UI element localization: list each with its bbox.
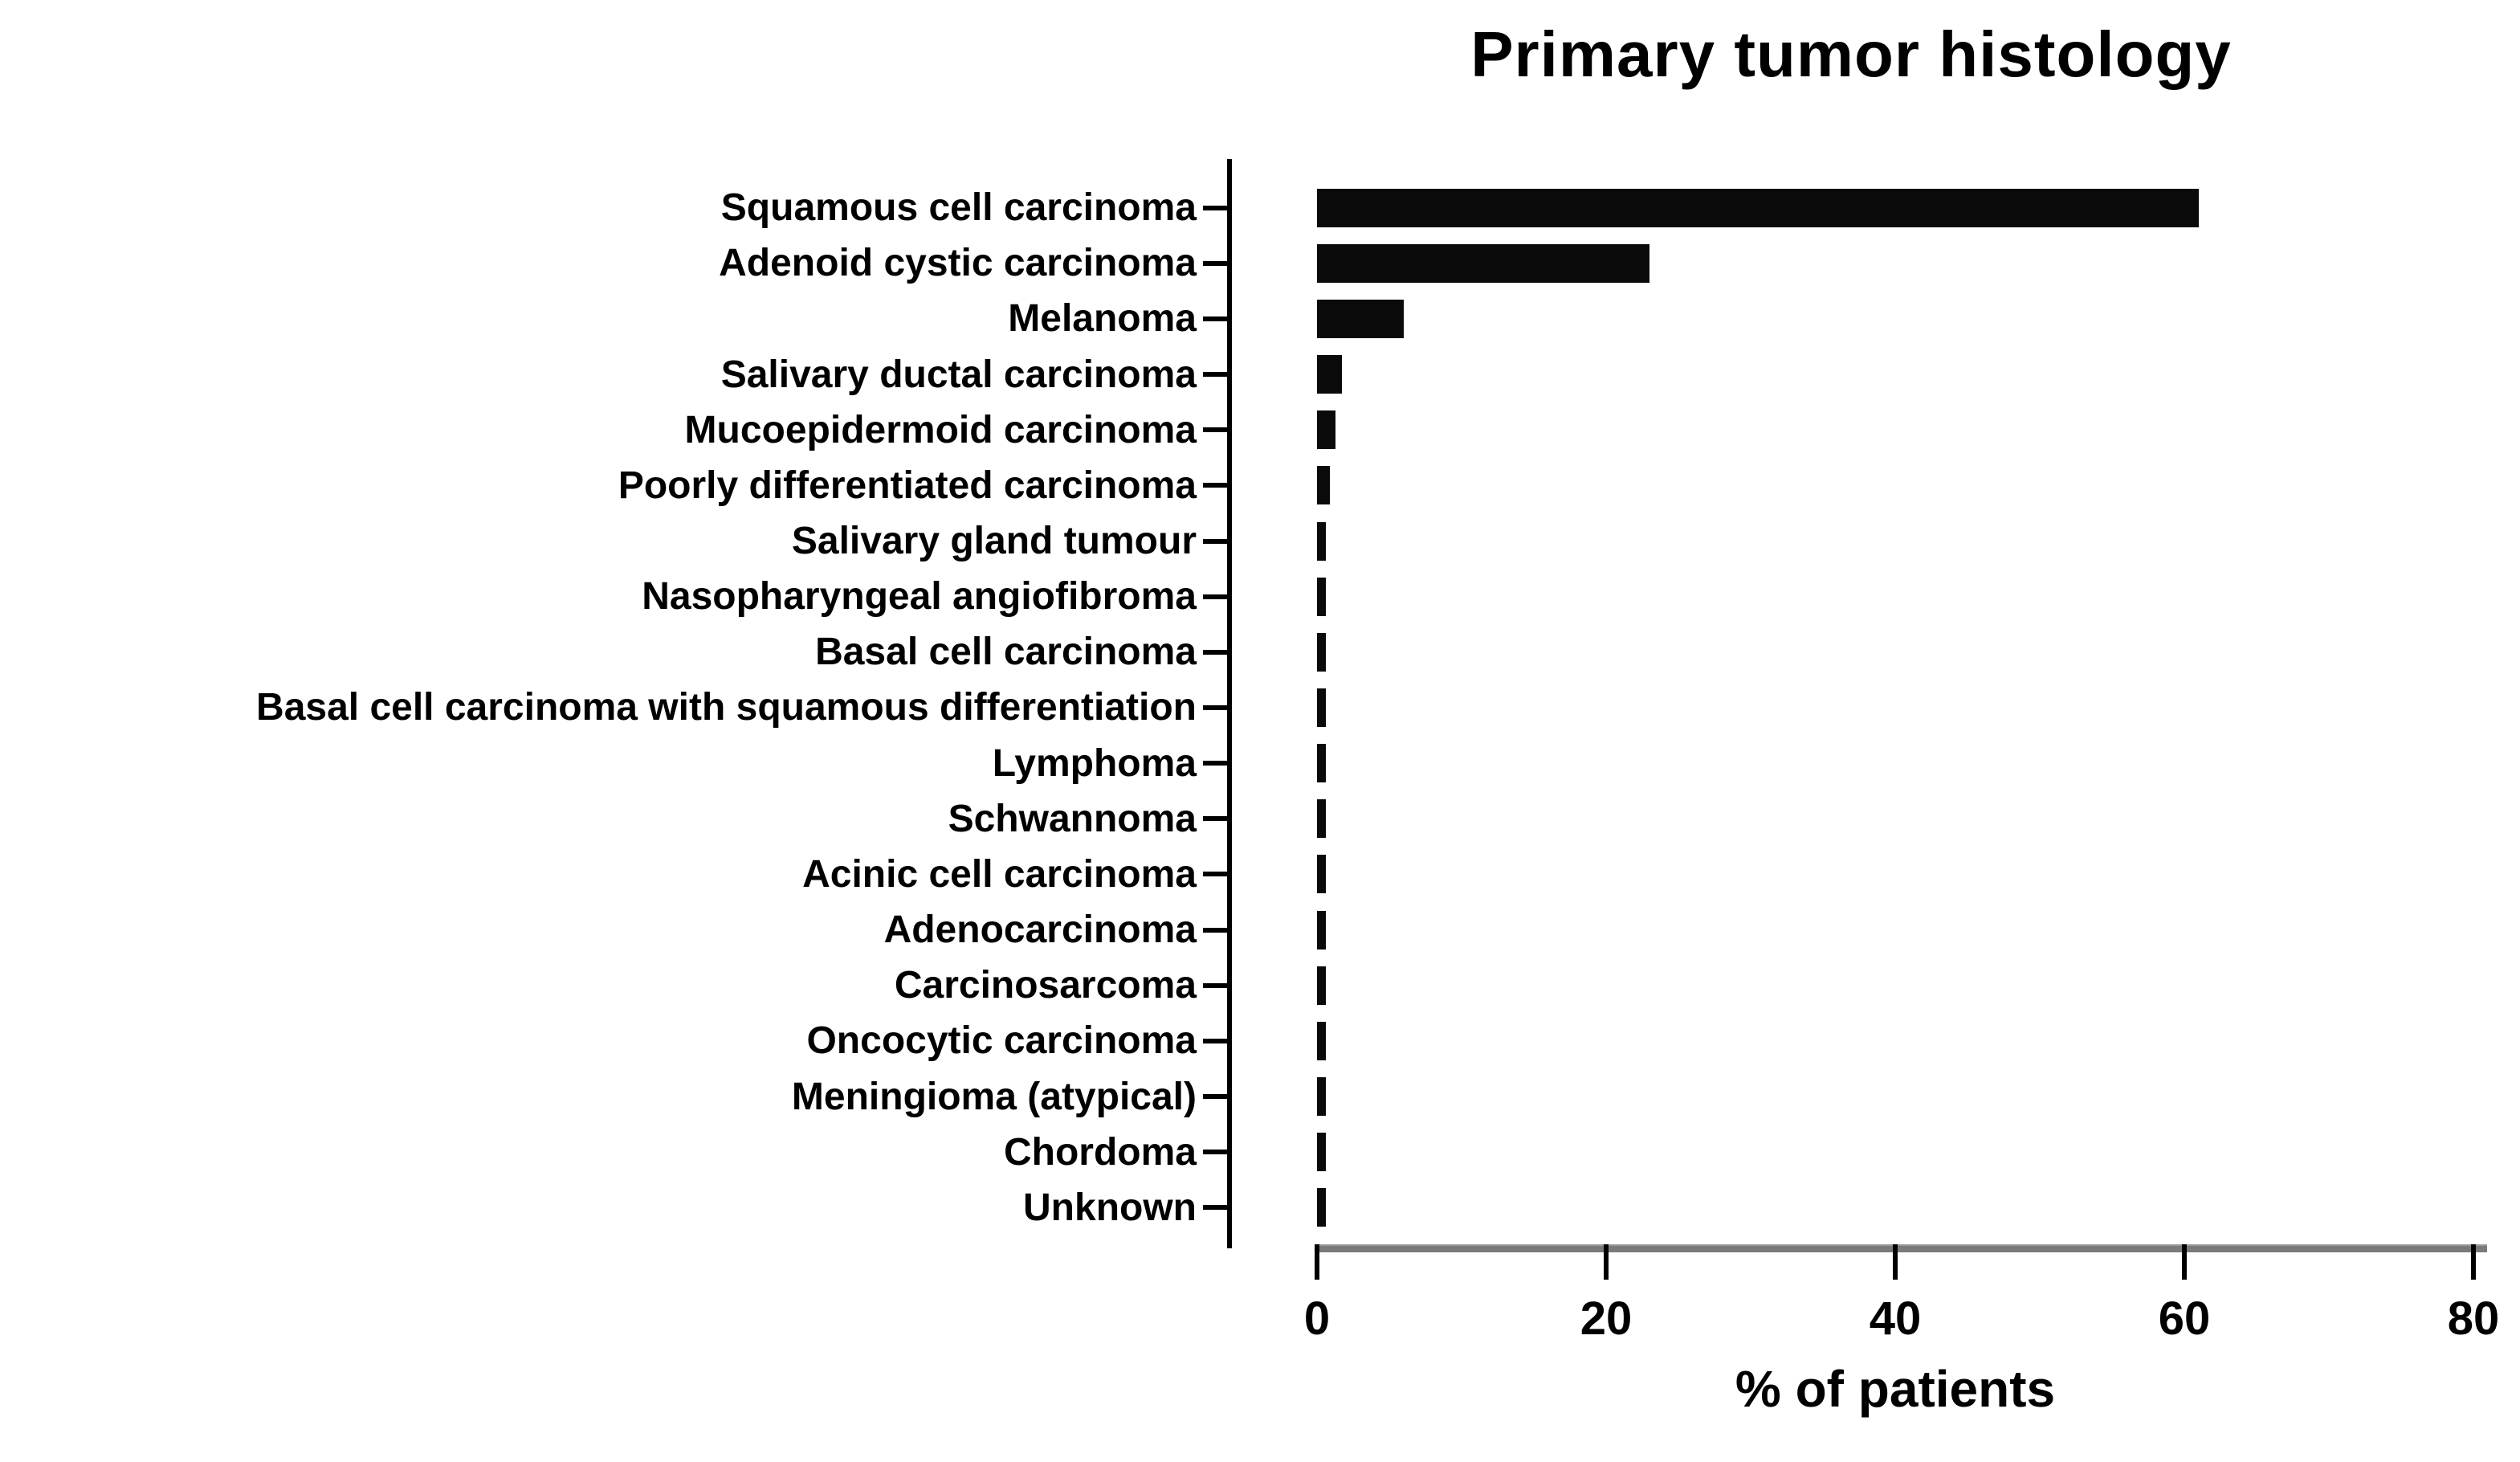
category-tick xyxy=(1203,594,1228,599)
category-label: Chordoma xyxy=(1004,1130,1197,1174)
category-label: Salivary ductal carcinoma xyxy=(720,353,1197,396)
x-tick-label: 0 xyxy=(1303,1293,1331,1345)
category-label: Squamous cell carcinoma xyxy=(720,186,1197,230)
category-row: Acinic cell carcinoma xyxy=(0,847,2520,902)
bar xyxy=(1317,410,1336,450)
bar xyxy=(1317,577,1326,616)
bar xyxy=(1317,744,1326,783)
category-label: Mucoepidermoid carcinoma xyxy=(684,408,1197,451)
category-tick xyxy=(1203,1094,1228,1100)
category-row: Squamous cell carcinoma xyxy=(0,180,2520,235)
category-tick xyxy=(1203,761,1228,766)
category-label: Poorly differentiated carcinoma xyxy=(618,464,1197,507)
category-row: Mucoepidermoid carcinoma xyxy=(0,402,2520,458)
category-tick xyxy=(1203,649,1228,655)
bar xyxy=(1317,1133,1326,1172)
bar xyxy=(1317,1077,1326,1117)
category-tick xyxy=(1203,704,1228,710)
category-label: Schwannoma xyxy=(948,797,1197,840)
category-label: Lymphoma xyxy=(992,741,1197,785)
bar xyxy=(1317,1188,1326,1227)
x-tick xyxy=(1315,1244,1319,1280)
category-tick xyxy=(1203,483,1228,488)
bar xyxy=(1317,688,1326,727)
x-tick-label: 20 xyxy=(1580,1293,1633,1345)
x-tick xyxy=(1604,1244,1609,1280)
category-label: Basal cell carcinoma xyxy=(815,631,1197,674)
category-label: Adenoid cystic carcinoma xyxy=(719,242,1197,285)
chart-title: Primary tumor histology xyxy=(1470,18,2232,90)
category-row: Nasopharyngeal angiofibroma xyxy=(0,569,2520,624)
bar xyxy=(1317,966,1326,1005)
category-tick xyxy=(1203,816,1228,822)
category-row: Salivary gland tumour xyxy=(0,513,2520,569)
x-tick xyxy=(2471,1244,2476,1280)
category-row: Carcinosarcoma xyxy=(0,958,2520,1013)
category-label: Basal cell carcinoma with squamous diffe… xyxy=(256,686,1197,729)
category-label: Salivary gland tumour xyxy=(791,520,1197,563)
bar xyxy=(1317,799,1326,839)
x-tick xyxy=(2182,1244,2187,1280)
bar xyxy=(1317,1021,1326,1060)
category-row: Oncocytic carcinoma xyxy=(0,1013,2520,1068)
category-row: Chordoma xyxy=(0,1125,2520,1180)
category-tick xyxy=(1203,260,1228,266)
category-tick xyxy=(1203,982,1228,988)
category-row: Poorly differentiated carcinoma xyxy=(0,458,2520,513)
x-tick-label: 40 xyxy=(1869,1293,1922,1345)
category-label: Unknown xyxy=(1023,1186,1197,1229)
x-axis-line xyxy=(1316,1244,2487,1252)
bar xyxy=(1317,188,2199,227)
x-tick-label: 60 xyxy=(2158,1293,2211,1345)
category-label: Nasopharyngeal angiofibroma xyxy=(642,575,1197,619)
category-row: Unknown xyxy=(0,1180,2520,1235)
category-tick xyxy=(1203,538,1228,544)
category-tick xyxy=(1203,1205,1228,1211)
bar xyxy=(1317,910,1326,949)
x-tick-label: 80 xyxy=(2447,1293,2500,1345)
category-row: Lymphoma xyxy=(0,736,2520,791)
category-label: Melanoma xyxy=(1008,297,1197,341)
category-row: Schwannoma xyxy=(0,791,2520,847)
category-row: Salivary ductal carcinoma xyxy=(0,346,2520,402)
category-row: Adenoid cystic carcinoma xyxy=(0,235,2520,291)
category-label: Adenocarcinoma xyxy=(883,909,1197,952)
category-row: Melanoma xyxy=(0,291,2520,346)
category-tick xyxy=(1203,1038,1228,1043)
category-row: Adenocarcinoma xyxy=(0,902,2520,958)
category-label: Oncocytic carcinoma xyxy=(806,1019,1197,1063)
bar xyxy=(1317,466,1331,505)
y-axis-line xyxy=(1227,159,1232,1248)
bar xyxy=(1317,855,1326,894)
category-tick xyxy=(1203,927,1228,933)
category-label: Acinic cell carcinoma xyxy=(802,852,1197,896)
category-tick xyxy=(1203,316,1228,321)
category-label: Meningioma (atypical) xyxy=(791,1075,1197,1118)
bar xyxy=(1317,355,1342,394)
x-tick xyxy=(1893,1244,1898,1280)
x-axis-title: % of patients xyxy=(1735,1360,2056,1418)
bar xyxy=(1317,521,1326,561)
bar xyxy=(1317,243,1649,283)
category-tick xyxy=(1203,1150,1228,1155)
category-tick xyxy=(1203,205,1228,210)
bar xyxy=(1317,299,1404,338)
category-row: Meningioma (atypical) xyxy=(0,1069,2520,1125)
category-label: Carcinosarcoma xyxy=(894,964,1197,1007)
category-tick xyxy=(1203,372,1228,378)
category-tick xyxy=(1203,427,1228,433)
category-tick xyxy=(1203,872,1228,877)
category-row: Basal cell carcinoma xyxy=(0,624,2520,680)
category-rows: Squamous cell carcinoma Adenoid cystic c… xyxy=(0,180,2520,1235)
category-row: Basal cell carcinoma with squamous diffe… xyxy=(0,680,2520,735)
bar xyxy=(1317,632,1326,672)
